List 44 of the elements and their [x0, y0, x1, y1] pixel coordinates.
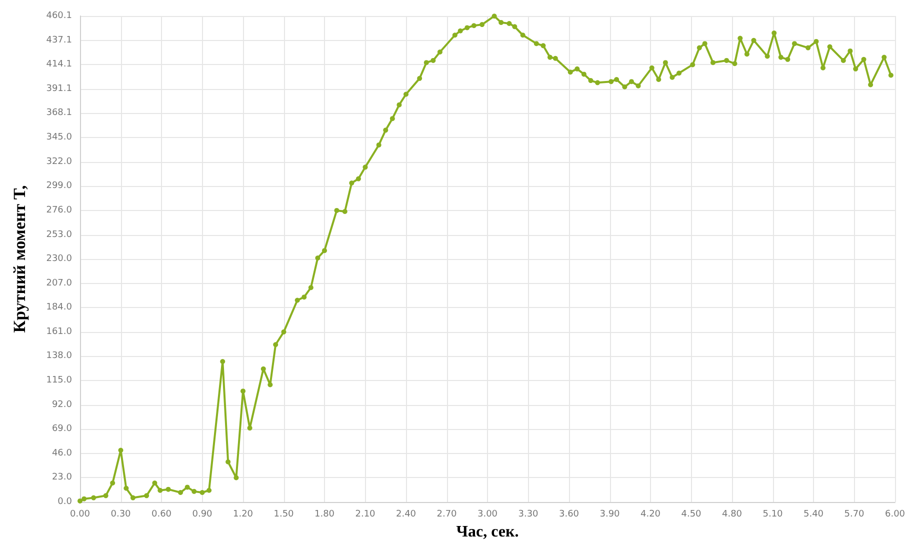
x-tick-label: 6.00 [884, 510, 906, 520]
x-tick-label: 0.90 [192, 510, 213, 520]
y-tick-label: 253.0 [46, 230, 72, 240]
x-tick-label: 0.00 [70, 510, 90, 520]
y-tick-label: 0.0 [58, 497, 72, 507]
x-tick-label: 0.30 [110, 510, 132, 520]
x-axis-title: Час, сек. [456, 524, 519, 540]
x-tick-label: 5.40 [803, 510, 824, 520]
x-tick-label: 3.30 [518, 510, 539, 520]
y-tick-label: 345.0 [46, 132, 72, 143]
y-axis-title: Крутний момент T, [10, 185, 29, 333]
x-tick-label: 4.50 [681, 510, 702, 520]
x-tick-label: 5.70 [844, 510, 865, 520]
y-tick-label: 69.0 [52, 424, 72, 434]
y-tick-label: 207.0 [46, 278, 72, 288]
y-tick-label: 276.0 [46, 205, 72, 216]
x-tick-label: 2.10 [355, 510, 376, 520]
y-tick-label: 391.1 [46, 84, 72, 94]
y-tick-label: 230.0 [46, 254, 72, 264]
x-tick-label: 1.50 [274, 510, 294, 520]
y-tick-label: 138.0 [46, 351, 72, 362]
y-tick-label: 460.1 [46, 11, 72, 21]
y-tick-label: 92.0 [52, 400, 72, 410]
y-tick-label: 322.0 [46, 156, 72, 167]
y-tick-label: 184.0 [46, 302, 72, 313]
x-tick-label: 2.40 [396, 510, 416, 520]
x-tick-label: 2.70 [436, 510, 458, 520]
x-tick-label: 4.80 [722, 510, 742, 520]
x-tick-label: 4.20 [640, 510, 661, 520]
y-tick-label: 161.0 [46, 326, 72, 337]
x-tick-label: 3.60 [558, 510, 580, 520]
y-tick-label: 23.0 [52, 472, 72, 483]
y-tick-label: 115.0 [46, 376, 72, 386]
x-tick-label: 1.20 [232, 510, 254, 520]
x-tick-label: 1.80 [314, 510, 335, 520]
x-tick-label: 0.60 [151, 510, 172, 520]
y-tick-label: 414.1 [46, 60, 72, 70]
y-tick-label: 368.1 [46, 108, 72, 118]
y-tick-label: 437.1 [46, 35, 72, 46]
y-tick-label: 299.0 [46, 181, 72, 192]
y-tick-label: 46.0 [52, 448, 72, 458]
x-tick-label: 3.90 [600, 510, 620, 520]
x-tick-label: 3.00 [477, 510, 498, 520]
x-tick-label: 5.10 [762, 510, 784, 520]
